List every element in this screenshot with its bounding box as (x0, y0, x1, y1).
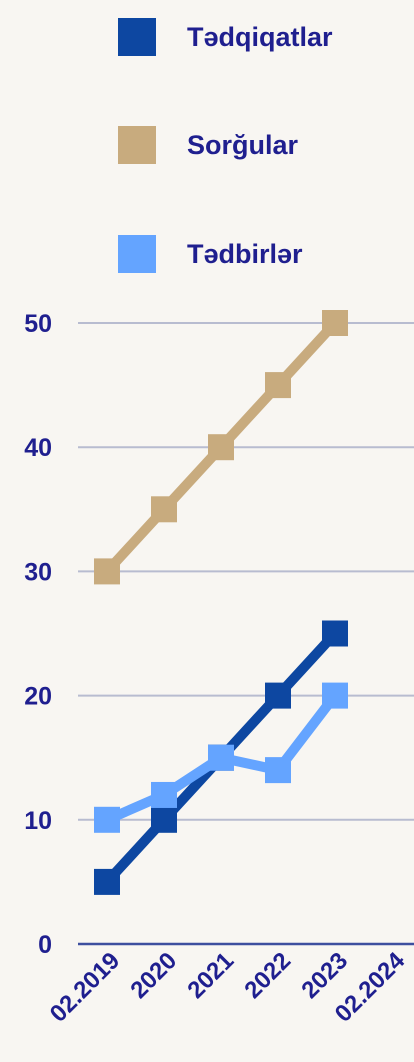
data-point (208, 434, 234, 461)
legend-label: Sorğular (187, 130, 299, 160)
data-point (265, 372, 291, 399)
data-point (322, 682, 348, 709)
series-3 (94, 682, 348, 833)
legend: Tədqiqatlar Sorğular Tədbirlər (118, 18, 333, 273)
data-point (322, 620, 348, 647)
data-point (151, 496, 177, 523)
data-point (208, 744, 234, 771)
data-point (265, 757, 291, 784)
data-point (322, 310, 348, 336)
legend-swatch (118, 126, 156, 164)
y-tick-label: 50 (24, 310, 52, 338)
data-point (94, 558, 120, 585)
data-point (151, 781, 177, 808)
y-tick-label: 0 (38, 931, 52, 959)
y-tick-label: 20 (24, 683, 52, 711)
y-tick-label: 40 (24, 434, 52, 462)
x-tick-label: 2021 (182, 947, 239, 1004)
legend-label: Tədqiqatlar (187, 22, 333, 52)
y-axis: 0 10 20 30 40 50 (24, 310, 52, 959)
x-tick-label: 02.2019 (45, 947, 125, 1027)
data-point (151, 806, 177, 833)
plot-area (94, 310, 348, 895)
data-point (94, 806, 120, 833)
x-tick-label: 2020 (125, 947, 182, 1004)
legend-swatch (118, 18, 156, 56)
legend-swatch (118, 235, 156, 273)
legend-label: Tədbirlər (187, 239, 303, 269)
data-point (265, 682, 291, 709)
y-tick-label: 30 (24, 558, 52, 586)
y-tick-label: 10 (24, 807, 52, 835)
x-tick-label: 2022 (239, 947, 296, 1004)
gridlines (78, 322, 414, 821)
data-point (94, 868, 120, 895)
series-2 (94, 310, 348, 585)
